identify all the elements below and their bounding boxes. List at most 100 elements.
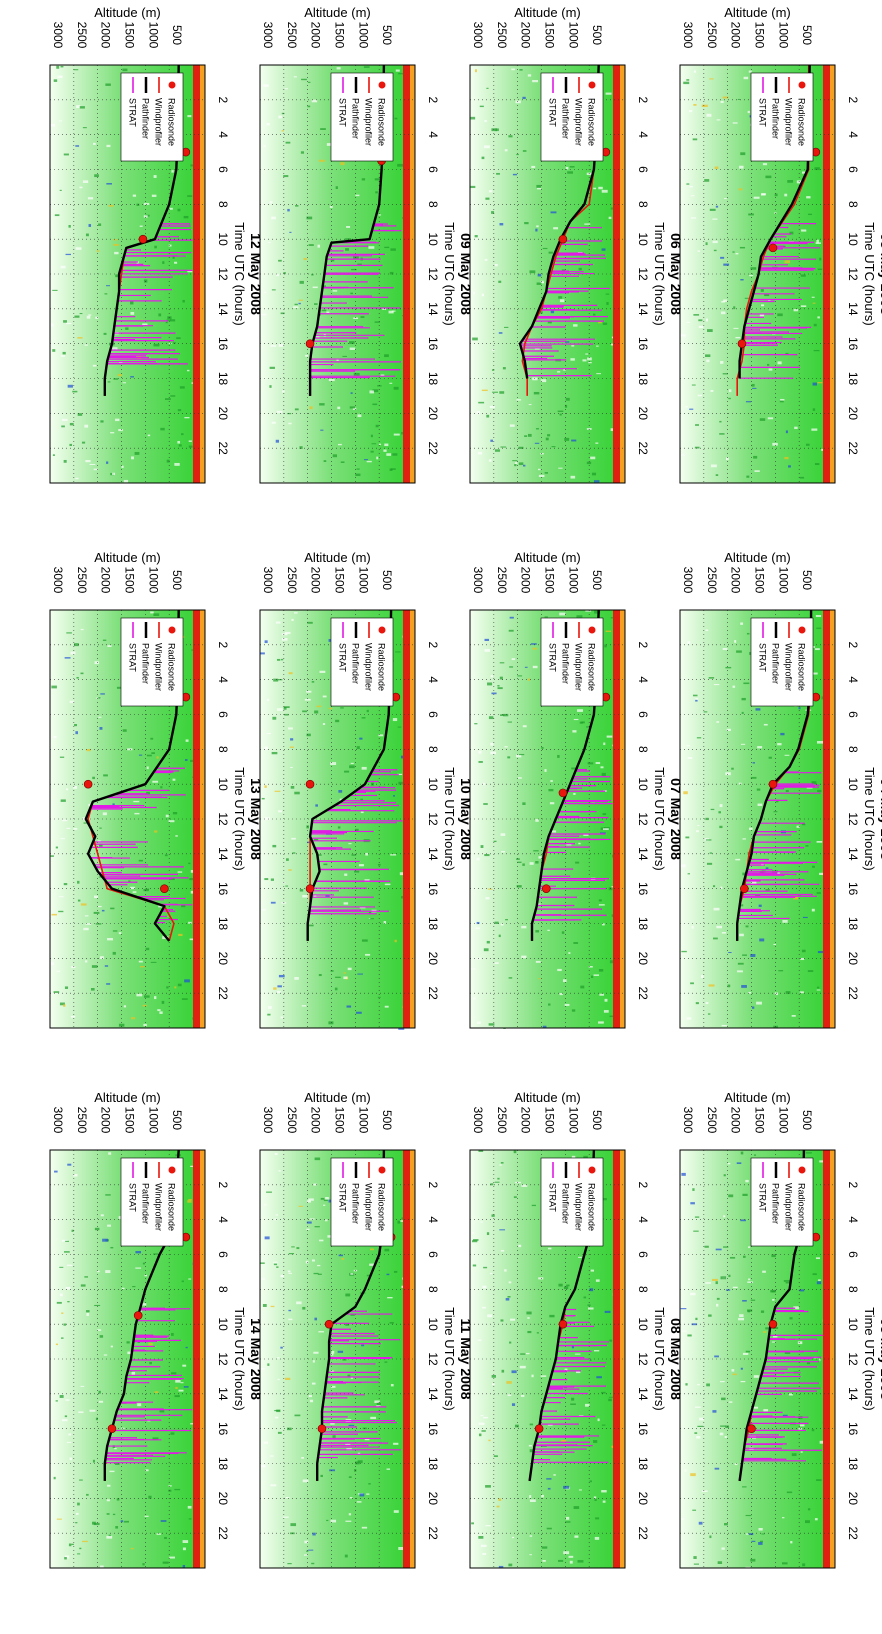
texture-speck <box>288 1253 295 1255</box>
texture-speck <box>547 1487 551 1490</box>
texture-speck <box>749 275 754 277</box>
texture-speck <box>350 1273 354 1275</box>
texture-speck <box>142 1004 147 1007</box>
texture-speck <box>497 1177 500 1180</box>
texture-speck <box>719 420 722 423</box>
texture-speck <box>757 803 763 806</box>
texture-speck <box>811 296 815 298</box>
texture-speck <box>782 1414 788 1417</box>
tick-label-time: 4 <box>426 676 440 683</box>
texture-speck <box>311 681 315 683</box>
legend-label: STRAT <box>758 643 768 672</box>
texture-speck <box>307 621 313 624</box>
texture-speck <box>393 1510 399 1513</box>
texture-speck <box>65 1240 69 1242</box>
texture-speck <box>560 1439 567 1443</box>
texture-speck <box>511 1403 516 1406</box>
texture-speck <box>605 92 612 95</box>
texture-speck <box>130 376 134 378</box>
texture-speck <box>743 1255 746 1258</box>
texture-speck <box>380 374 385 377</box>
texture-speck <box>604 644 607 648</box>
texture-speck <box>266 1191 272 1193</box>
legend-box <box>540 1157 604 1247</box>
texture-speck <box>774 992 778 996</box>
tick-label-time: 4 <box>636 131 650 138</box>
texture-speck <box>576 1371 581 1374</box>
texture-speck <box>558 467 563 469</box>
texture-speck <box>369 390 374 394</box>
texture-speck <box>401 431 405 435</box>
texture-speck <box>278 259 282 262</box>
texture-speck <box>708 984 715 987</box>
texture-speck <box>604 1310 611 1313</box>
tick-label-altitude: 3000 <box>471 567 485 594</box>
series-pathfinder <box>103 64 180 396</box>
texture-speck <box>519 69 523 71</box>
texture-speck <box>158 313 162 317</box>
tick-label-time: 4 <box>426 131 440 138</box>
texture-speck <box>288 727 293 730</box>
texture-speck <box>130 1547 134 1550</box>
texture-speck <box>65 1286 71 1290</box>
texture-speck <box>571 1345 575 1349</box>
texture-speck <box>750 881 757 885</box>
ylabel: Altitude (m) <box>304 1090 370 1105</box>
texture-speck <box>100 693 105 695</box>
texture-speck <box>483 803 488 805</box>
texture-speck <box>93 911 100 914</box>
texture-speck <box>54 1170 58 1173</box>
texture-speck <box>134 812 140 815</box>
texture-speck <box>353 317 359 320</box>
texture-speck <box>587 357 592 361</box>
texture-speck <box>527 1317 530 1319</box>
texture-speck <box>264 1236 270 1240</box>
texture-speck <box>84 1276 89 1278</box>
texture-speck <box>315 336 320 338</box>
texture-speck <box>819 257 822 261</box>
texture-speck <box>697 1383 700 1386</box>
texture-speck <box>164 1536 167 1539</box>
texture-speck <box>390 1383 394 1387</box>
texture-speck <box>384 1248 390 1252</box>
texture-speck <box>819 1160 825 1163</box>
texture-speck <box>524 435 528 437</box>
texture-speck <box>348 843 352 845</box>
legend-label: STRAT <box>548 643 558 672</box>
texture-speck <box>356 1501 362 1503</box>
tick-label-time: 22 <box>426 441 440 455</box>
texture-speck <box>144 1274 148 1277</box>
texture-speck <box>758 1541 763 1545</box>
texture-speck <box>493 840 497 843</box>
texture-speck <box>162 1561 169 1564</box>
texture-speck <box>360 798 363 802</box>
texture-speck <box>531 165 536 169</box>
legend-marker-radiosonde <box>798 81 806 89</box>
texture-speck <box>84 960 88 963</box>
tick-label-time: 16 <box>846 1422 860 1436</box>
texture-speck <box>714 1467 720 1470</box>
texture-speck <box>594 1536 600 1540</box>
texture-speck <box>110 432 115 434</box>
texture-speck <box>706 359 710 363</box>
texture-speck <box>705 629 709 631</box>
texture-speck <box>797 1341 803 1345</box>
texture-speck <box>693 314 700 316</box>
ylabel: Altitude (m) <box>94 550 160 565</box>
texture-speck <box>486 414 490 418</box>
texture-speck <box>64 986 69 989</box>
texture-speck <box>95 923 102 925</box>
texture-speck <box>777 361 782 365</box>
tick-label-time: 16 <box>426 1422 440 1436</box>
legend-label: STRAT <box>128 98 138 127</box>
texture-speck <box>578 1256 582 1258</box>
texture-speck <box>701 104 708 108</box>
texture-speck <box>99 1335 104 1338</box>
texture-speck <box>262 1304 267 1307</box>
texture-speck <box>188 440 192 442</box>
legend-box <box>120 1157 184 1247</box>
texture-speck <box>93 468 98 471</box>
strat-series <box>742 1307 823 1462</box>
